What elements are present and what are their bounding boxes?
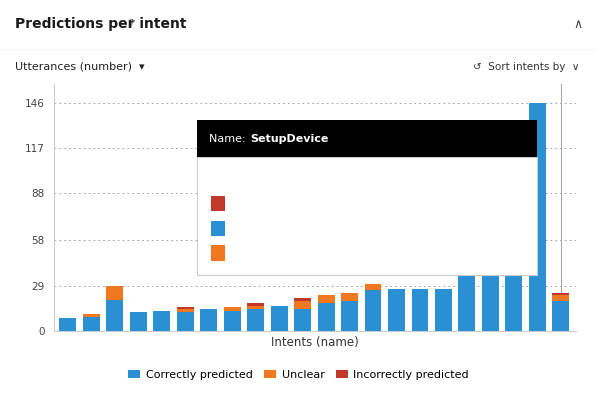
Bar — [552, 295, 570, 301]
Bar — [294, 298, 311, 301]
Text: Total number of utterances:: Total number of utterances: — [211, 174, 362, 184]
Bar — [529, 103, 546, 331]
FancyBboxPatch shape — [211, 221, 225, 236]
X-axis label: Intents (name): Intents (name) — [271, 336, 359, 349]
Bar — [341, 301, 358, 331]
FancyBboxPatch shape — [197, 157, 537, 275]
Text: Predictions per intent: Predictions per intent — [15, 17, 186, 31]
Bar — [388, 289, 405, 331]
Text: 19: 19 — [418, 223, 433, 233]
Bar — [341, 294, 358, 301]
Text: Name:: Name: — [209, 134, 249, 144]
Text: (79.2%): (79.2%) — [442, 223, 485, 233]
Bar — [177, 308, 193, 309]
Bar — [224, 310, 241, 331]
Bar — [318, 303, 334, 331]
Bar — [59, 318, 76, 331]
Bar — [294, 309, 311, 331]
Bar — [552, 294, 570, 295]
Text: ∧: ∧ — [573, 18, 582, 30]
Text: 1: 1 — [426, 198, 433, 209]
Bar — [83, 314, 100, 317]
Bar — [130, 312, 147, 331]
Bar — [270, 306, 288, 331]
Bar — [318, 295, 334, 303]
Bar — [247, 303, 264, 306]
Bar — [153, 310, 170, 331]
Text: Utterances (number)  ▾: Utterances (number) ▾ — [15, 62, 144, 72]
Bar — [247, 309, 264, 331]
Text: Incorrectly predicted:: Incorrectly predicted: — [233, 198, 350, 209]
Text: SetupDevice: SetupDevice — [250, 134, 328, 144]
Text: ?: ? — [128, 19, 134, 29]
Text: 24: 24 — [447, 174, 462, 184]
FancyBboxPatch shape — [197, 120, 537, 157]
Bar — [177, 312, 193, 331]
Bar — [458, 136, 475, 331]
Text: ↺  Sort intents by  ∨: ↺ Sort intents by ∨ — [473, 62, 579, 72]
Text: 4: 4 — [426, 248, 433, 258]
FancyBboxPatch shape — [211, 245, 225, 261]
FancyBboxPatch shape — [211, 196, 225, 211]
Bar — [294, 301, 311, 309]
Text: (16.7%): (16.7%) — [442, 248, 485, 258]
Bar — [365, 290, 381, 331]
Bar — [224, 308, 241, 310]
Bar — [83, 317, 100, 331]
Text: Correctly predicted:: Correctly predicted: — [233, 223, 341, 233]
Bar — [482, 130, 499, 331]
Bar — [506, 128, 522, 331]
Legend: Correctly predicted, Unclear, Incorrectly predicted: Correctly predicted, Unclear, Incorrectl… — [128, 370, 469, 380]
Text: (4.2%): (4.2%) — [442, 198, 478, 209]
Bar — [435, 289, 452, 331]
Bar — [106, 300, 123, 331]
Bar — [247, 306, 264, 309]
Bar — [200, 309, 217, 331]
Bar — [365, 284, 381, 290]
Bar — [411, 289, 429, 331]
Text: Unclear:: Unclear: — [233, 248, 278, 258]
Bar — [552, 301, 570, 331]
Bar — [106, 286, 123, 300]
Bar — [506, 122, 522, 128]
Bar — [177, 309, 193, 312]
